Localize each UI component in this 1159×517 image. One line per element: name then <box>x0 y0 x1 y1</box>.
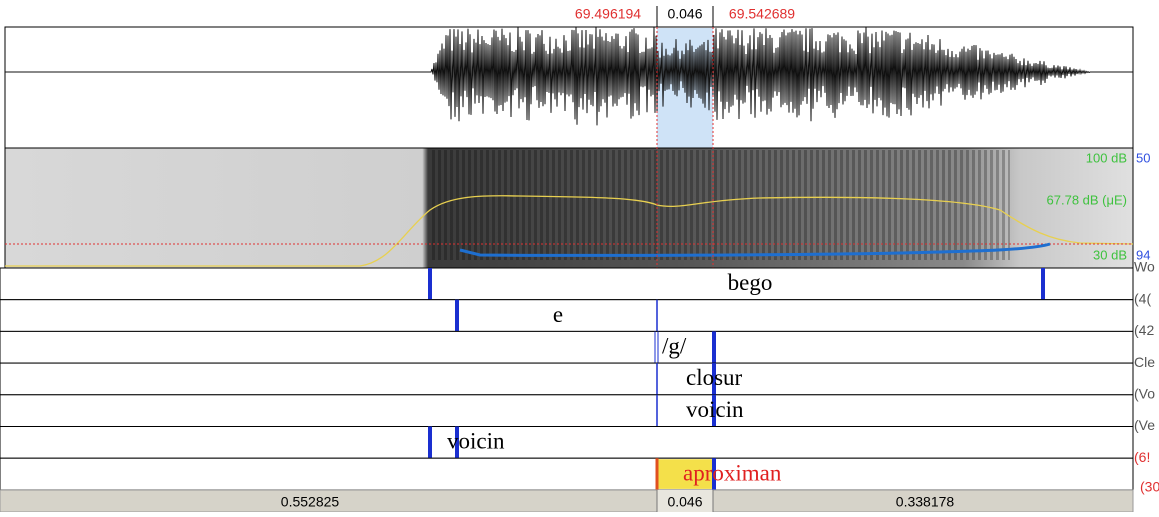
max-db: 100 dB <box>1086 150 1127 165</box>
tiers: bego Wo e (4( /g/ (42 closur Cle voicin (Vo voicin… <box>0 259 1155 490</box>
duration-left[interactable]: 0.552825 <box>281 494 340 510</box>
duration-right[interactable]: 0.338178 <box>896 494 955 510</box>
interval-label: aproximan <box>683 460 782 485</box>
interval-label: voicin <box>447 429 505 454</box>
interval-label: e <box>553 302 563 327</box>
interval-label: /g/ <box>662 334 687 359</box>
min-db: 30 dB <box>1093 247 1127 262</box>
tier[interactable] <box>0 331 1133 363</box>
tier-side-label: Wo <box>1134 259 1155 275</box>
selection-duration: 0.046 <box>667 6 702 22</box>
tier[interactable] <box>0 300 1133 332</box>
max-freq: 50 <box>1136 150 1150 165</box>
selection-end: 69.542689 <box>729 6 795 22</box>
duration-selection[interactable]: 0.046 <box>667 494 702 510</box>
tier[interactable] <box>0 363 1133 395</box>
tier-side-label: (6! <box>1134 449 1150 465</box>
interval-label: bego <box>728 270 773 295</box>
interval-label: voicin <box>686 397 744 422</box>
interval-label: closur <box>686 365 743 390</box>
tier[interactable] <box>0 268 1133 300</box>
tier[interactable] <box>0 458 1133 490</box>
tier-side-label: (Vo <box>1134 386 1155 402</box>
duration-bar <box>0 490 1133 512</box>
tier[interactable] <box>0 427 1133 459</box>
selection-start: 69.496194 <box>575 6 641 22</box>
tier-side-label: (30 <box>1140 479 1159 495</box>
textgrid-editor: 69.496194 0.046 69.542689 100 dB 50 67.7… <box>0 0 1159 512</box>
tier-side-label: (4( <box>1134 290 1151 306</box>
tier[interactable] <box>0 395 1133 427</box>
tier-side-label: Cle <box>1134 354 1155 370</box>
tier-side-label: (Ve <box>1134 417 1155 433</box>
intensity-value: 67.78 dB (μE) <box>1047 192 1127 207</box>
tier-side-label: (42 <box>1134 322 1154 338</box>
